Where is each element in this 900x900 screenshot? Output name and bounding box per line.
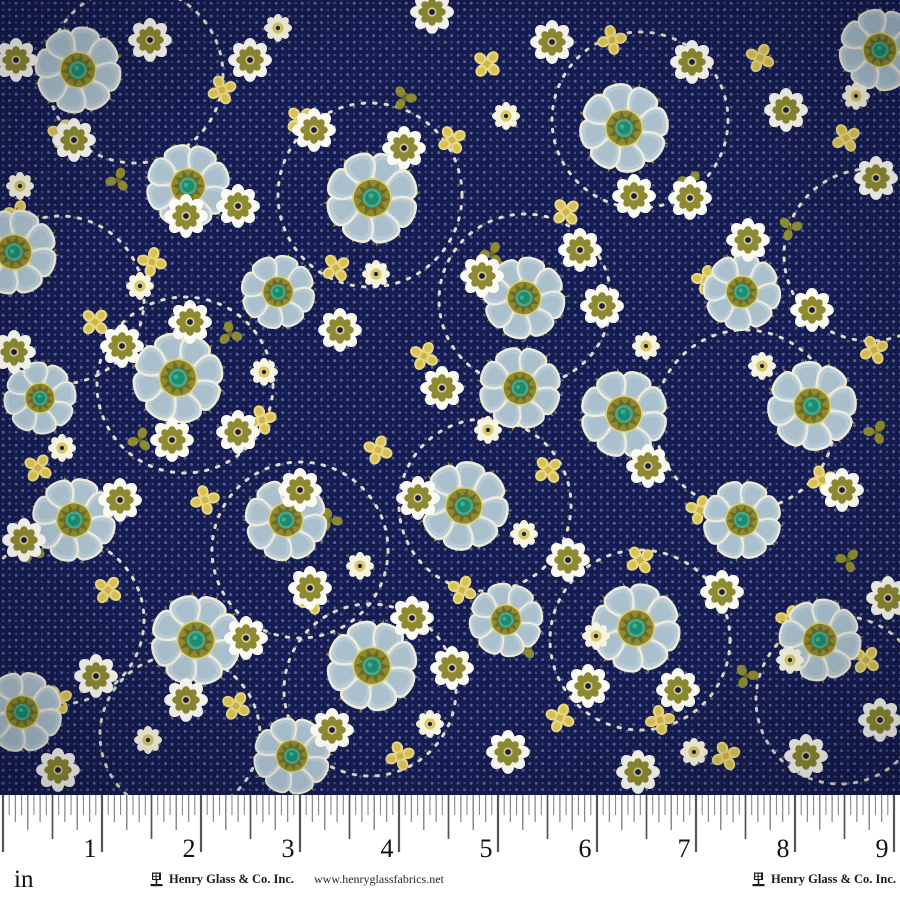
- ruler-label-5: 5: [480, 834, 493, 863]
- brand-name-right: Henry Glass & Co. Inc.: [771, 871, 896, 886]
- brand-name-left: Henry Glass & Co. Inc.: [169, 871, 294, 886]
- fabric-pattern-artwork: [0, 0, 900, 795]
- ruler-label-8: 8: [777, 834, 790, 863]
- henry-glass-logo-icon: [752, 871, 765, 887]
- ruler-label-4: 4: [381, 834, 394, 863]
- ruler-label-2: 2: [183, 834, 196, 863]
- ruler-label-6: 6: [579, 834, 592, 863]
- fabric-swatch-image: [0, 0, 900, 795]
- ruler-number-labels: 1 2 3 4 5 6 7 8 9: [84, 834, 889, 863]
- henry-glass-logo-icon: [150, 871, 163, 887]
- ruler-unit-label: in: [14, 866, 34, 893]
- ruler-tick-marks: [1, 795, 896, 852]
- ruler-artwork: 1 2 3 4 5 6 7 8 9: [0, 795, 900, 900]
- brand-credit-right: Henry Glass & Co. Inc.: [752, 871, 896, 887]
- ruler-label-9: 9: [876, 834, 889, 863]
- fabric-vignette: [0, 0, 900, 795]
- brand-website-url[interactable]: www.henryglassfabrics.net: [314, 871, 444, 886]
- ruler-label-3: 3: [282, 834, 295, 863]
- ruler-background: [0, 795, 900, 900]
- inch-ruler: 1 2 3 4 5 6 7 8 9: [0, 795, 900, 900]
- brand-credit-left: Henry Glass & Co. Inc. www.henryglassfab…: [150, 871, 444, 887]
- footer-bar: in Henry Glass & Co. Inc. www.henryglass…: [0, 862, 900, 900]
- ruler-label-1: 1: [84, 834, 97, 863]
- ruler-label-7: 7: [678, 834, 691, 863]
